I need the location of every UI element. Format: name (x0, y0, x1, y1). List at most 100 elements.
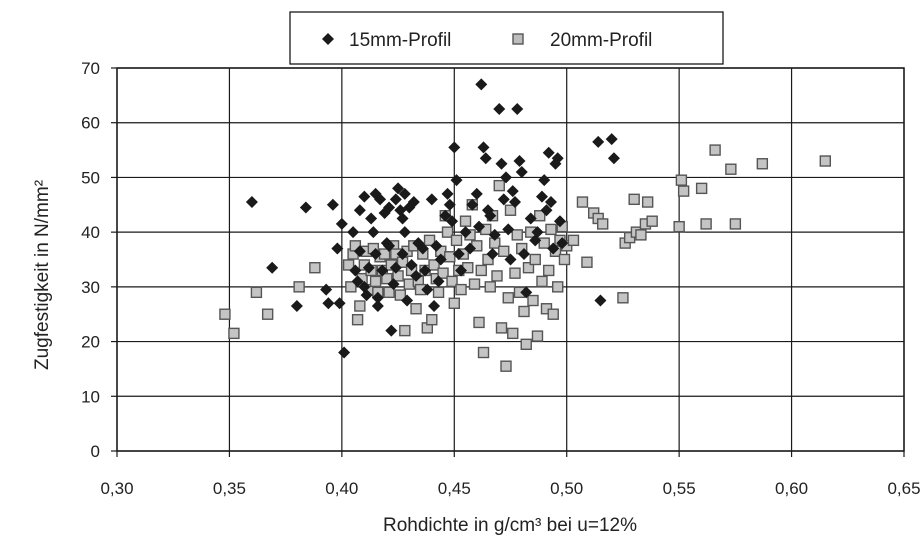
y-axis-title: Zugfestigkeit in N/mm² (32, 180, 53, 370)
point-15mm-profil (320, 283, 333, 296)
y-tick-labels: 0 10 20 30 40 50 60 70 (81, 59, 100, 461)
point-15mm-profil (459, 226, 472, 239)
y-tick-label: 40 (81, 223, 100, 242)
point-15mm-profil (542, 146, 555, 159)
point-20mm-profil (536, 275, 548, 288)
point-20mm-profil (500, 360, 512, 372)
plot-area-frame (116, 67, 905, 452)
point-20mm-profil (677, 185, 690, 197)
point-20mm-profil (309, 262, 321, 274)
point-20mm-profil (819, 155, 831, 167)
point-15mm-profil (470, 187, 483, 200)
point-15mm-profil (520, 286, 533, 299)
legend: 15mm-Profil 20mm-Profil (289, 11, 724, 65)
point-20mm-profil (437, 267, 449, 279)
point-15mm-profil (401, 294, 414, 307)
point-20mm-profil (534, 210, 546, 222)
x-axis-title: Rohdichte in g/cm³ bei u=12% (383, 515, 637, 536)
point-20mm-profil (646, 215, 658, 227)
point-20mm-profil (529, 253, 541, 266)
point-20mm-profil (473, 316, 485, 329)
point-20mm-profil (399, 324, 411, 337)
point-20mm-profil (448, 297, 460, 309)
point-20mm-profil (446, 275, 458, 288)
point-15mm-profil (495, 157, 508, 170)
point-20mm-profil (531, 330, 544, 342)
point-20mm-profil (522, 262, 535, 274)
point-20mm-profil (219, 308, 231, 320)
point-15mm-profil (333, 297, 346, 310)
point-20mm-profil (383, 286, 395, 299)
point-15mm-profil (396, 248, 409, 261)
point-15mm-profil (538, 174, 551, 187)
x-tick-label: 0,50 (550, 479, 583, 498)
point-20mm-profil (444, 251, 456, 263)
point-15mm-profil (396, 212, 409, 225)
point-15mm-profil (553, 215, 566, 228)
point-20mm-profil (345, 281, 357, 293)
point-20mm-profil (394, 289, 407, 301)
point-15mm-profil (419, 264, 432, 277)
point-20mm-profil (504, 204, 517, 216)
point-15mm-profil (500, 171, 513, 184)
point-20mm-profil (410, 303, 422, 315)
y-tick-label: 10 (81, 387, 100, 406)
point-20mm-profil (729, 218, 742, 230)
point-20mm-profil (459, 215, 472, 227)
point-15mm-profil (365, 212, 378, 225)
point-15mm-profil (322, 297, 335, 310)
point-15mm-profil (421, 283, 434, 296)
point-15mm-profil (266, 261, 279, 274)
x-tick-labels: 0,30 0,35 0,40 0,45 0,50 0,55 0,60 0,65 (100, 479, 920, 498)
point-15mm-profil (428, 300, 441, 313)
point-20mm-profil (432, 286, 445, 299)
point-20mm-profil (369, 275, 382, 288)
point-15mm-profil (430, 239, 443, 252)
point-20mm-profil (527, 294, 539, 307)
point-20mm-profil (502, 292, 514, 304)
point-20mm-profil (426, 313, 438, 326)
point-15mm-profil (452, 248, 465, 261)
x-tick-label: 0,60 (775, 479, 808, 498)
point-15mm-profil (544, 196, 557, 209)
point-20mm-profil (675, 174, 688, 186)
point-15mm-profil (535, 190, 548, 203)
point-15mm-profil (392, 182, 405, 195)
legend-label-15mm: 15mm-Profil (349, 30, 451, 51)
point-15mm-profil (358, 190, 371, 203)
point-20mm-profil (558, 253, 571, 266)
point-20mm-profil (228, 327, 240, 340)
point-20mm-profil (250, 286, 263, 299)
point-15mm-profil (338, 346, 351, 359)
point-15mm-profil (547, 242, 560, 255)
point-15mm-profil (245, 196, 258, 209)
point-20mm-profil (493, 179, 505, 192)
point-20mm-profil (547, 308, 559, 320)
point-15mm-profil (594, 294, 607, 307)
point-20mm-profil (491, 270, 503, 282)
y-tick-label: 50 (81, 168, 100, 187)
point-15mm-profil (347, 226, 360, 239)
point-15mm-profil (335, 217, 348, 230)
point-15mm-profil (464, 242, 477, 255)
point-20mm-profil (342, 259, 355, 271)
point-20mm-profil (475, 264, 487, 277)
point-15mm-profil (511, 103, 524, 116)
point-15mm-profil (405, 258, 418, 271)
point-15mm-profil (398, 226, 411, 239)
point-15mm-profil (353, 204, 366, 217)
x-tick-label: 0,35 (213, 479, 246, 498)
x-tick-label: 0,30 (100, 479, 133, 498)
point-20mm-profil (450, 234, 463, 247)
point-15mm-profil (349, 264, 362, 277)
y-tick-label: 0 (91, 442, 100, 461)
point-15mm-profil (383, 201, 396, 214)
point-15mm-profil (607, 152, 620, 165)
point-20mm-profil (635, 229, 647, 241)
point-15mm-profil (407, 196, 420, 209)
point-15mm-profil (331, 242, 344, 255)
point-15mm-profil (504, 253, 517, 266)
legend-square-marker (512, 33, 524, 45)
point-20mm-profil (641, 196, 654, 208)
point-15mm-profil (515, 165, 528, 178)
